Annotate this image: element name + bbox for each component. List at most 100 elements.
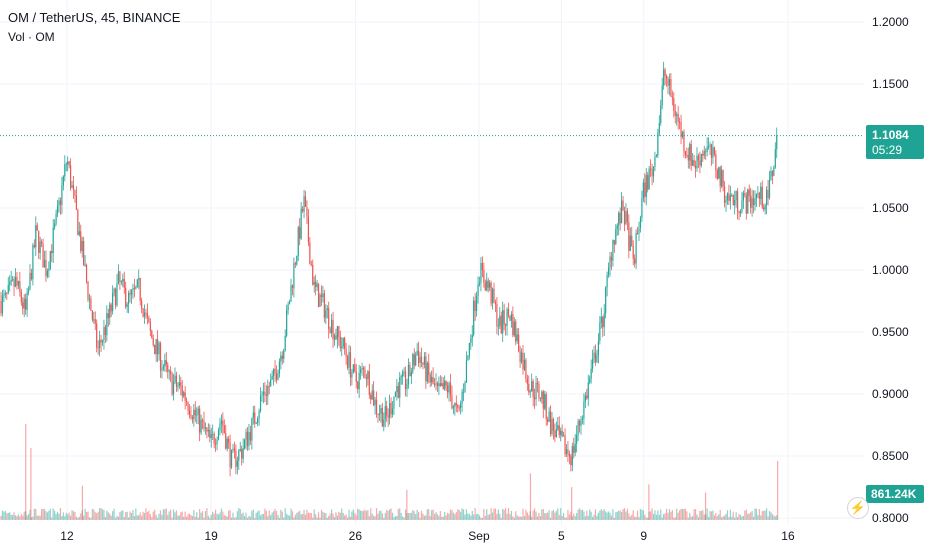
candle-body xyxy=(273,368,275,377)
volume-bar xyxy=(206,508,208,520)
volume-bar xyxy=(85,511,88,520)
volume-bar xyxy=(768,511,771,520)
volume-bar xyxy=(425,515,427,520)
candle-body xyxy=(200,419,202,433)
candle-body xyxy=(380,408,382,414)
volume-bar xyxy=(564,517,566,520)
candle-body xyxy=(168,370,170,372)
volume-spike xyxy=(704,492,707,520)
volume-bar xyxy=(404,509,407,520)
candle-body xyxy=(416,350,418,355)
volume-bar xyxy=(694,509,697,520)
volume-bar xyxy=(708,517,710,520)
volume-bar xyxy=(502,508,504,520)
volume-bar xyxy=(548,510,550,520)
volume-bar xyxy=(178,515,180,520)
volume-bar xyxy=(265,510,267,520)
candle-body xyxy=(560,430,562,436)
volume-bars xyxy=(0,424,779,520)
volume-bar xyxy=(362,510,365,520)
candle-body xyxy=(396,385,398,393)
volume-bar xyxy=(64,516,66,520)
volume-bar xyxy=(609,512,611,520)
volume-bar xyxy=(570,511,572,520)
volume-bar xyxy=(368,516,370,520)
volume-bar xyxy=(277,514,279,520)
candle-body xyxy=(468,342,470,356)
volume-bar xyxy=(596,515,598,520)
candle-body xyxy=(570,456,572,466)
volume-bar xyxy=(618,510,620,520)
volume-bar xyxy=(696,514,698,520)
candle-body xyxy=(71,185,73,188)
candle-body xyxy=(300,208,302,239)
candle-body xyxy=(13,279,15,287)
candle-body xyxy=(477,284,479,297)
candle-body xyxy=(484,282,486,291)
volume-bar xyxy=(229,510,231,520)
candle-body xyxy=(535,382,537,400)
volume-bar xyxy=(767,516,769,520)
candle-body xyxy=(349,352,352,378)
volume-bar xyxy=(142,511,144,520)
volume-bar xyxy=(403,517,405,520)
candle-body xyxy=(722,170,724,187)
volume-bar xyxy=(377,513,379,520)
candle-body xyxy=(574,443,576,453)
volume-bar xyxy=(545,513,547,520)
symbol-title[interactable]: OM / TetherUS, 45, BINANCE xyxy=(8,10,181,25)
volume-bar xyxy=(771,514,773,520)
lightning-icon[interactable]: ⚡ xyxy=(847,497,869,519)
candle-body xyxy=(88,298,91,300)
volume-bar xyxy=(290,508,292,520)
volume-bar xyxy=(522,508,524,520)
candle-body xyxy=(183,392,185,396)
candle-body xyxy=(23,298,25,309)
candle-body xyxy=(159,343,162,371)
candle-body xyxy=(329,328,331,334)
candle-body xyxy=(516,334,518,342)
candle-body xyxy=(222,420,224,426)
volume-bar xyxy=(712,510,714,520)
candle-body xyxy=(352,364,354,373)
candle-body xyxy=(325,310,327,318)
chart-legend[interactable]: OM / TetherUS, 45, BINANCE Vol · OM xyxy=(8,9,180,46)
candle-body xyxy=(141,300,143,309)
candle-body xyxy=(529,391,531,393)
candle-body xyxy=(133,287,135,289)
volume-bar xyxy=(54,510,56,520)
volume-bar xyxy=(132,510,134,520)
candle-body xyxy=(394,392,396,397)
candle-body xyxy=(368,371,370,395)
candle-body xyxy=(360,369,362,374)
candle-body xyxy=(610,256,613,261)
volume-bar xyxy=(10,514,12,520)
volume-spike xyxy=(571,487,573,520)
volume-bar xyxy=(416,509,418,520)
volume-bar xyxy=(13,512,15,520)
volume-bar xyxy=(449,509,452,520)
candle-body xyxy=(757,193,759,195)
candle-body xyxy=(146,312,149,318)
volume-bar xyxy=(574,516,576,520)
candle-body xyxy=(383,419,385,427)
volume-bar xyxy=(27,514,30,520)
volume-bar xyxy=(113,508,115,520)
candle-body xyxy=(262,391,265,395)
candle-body xyxy=(357,381,359,390)
candle-body xyxy=(634,258,636,264)
volume-legend[interactable]: Vol · OM xyxy=(8,30,55,44)
candle-body xyxy=(433,383,436,385)
candle-body xyxy=(447,385,449,393)
volume-bar xyxy=(91,508,93,520)
candle-body xyxy=(618,212,620,226)
volume-bar xyxy=(635,516,637,520)
candle-body xyxy=(248,432,250,446)
candle-body xyxy=(193,409,195,420)
candle-body xyxy=(157,339,159,355)
volume-bar xyxy=(600,509,602,520)
volume-badge: 861.24K xyxy=(866,485,924,503)
volume-bar xyxy=(774,516,776,520)
candle-body xyxy=(61,185,63,206)
